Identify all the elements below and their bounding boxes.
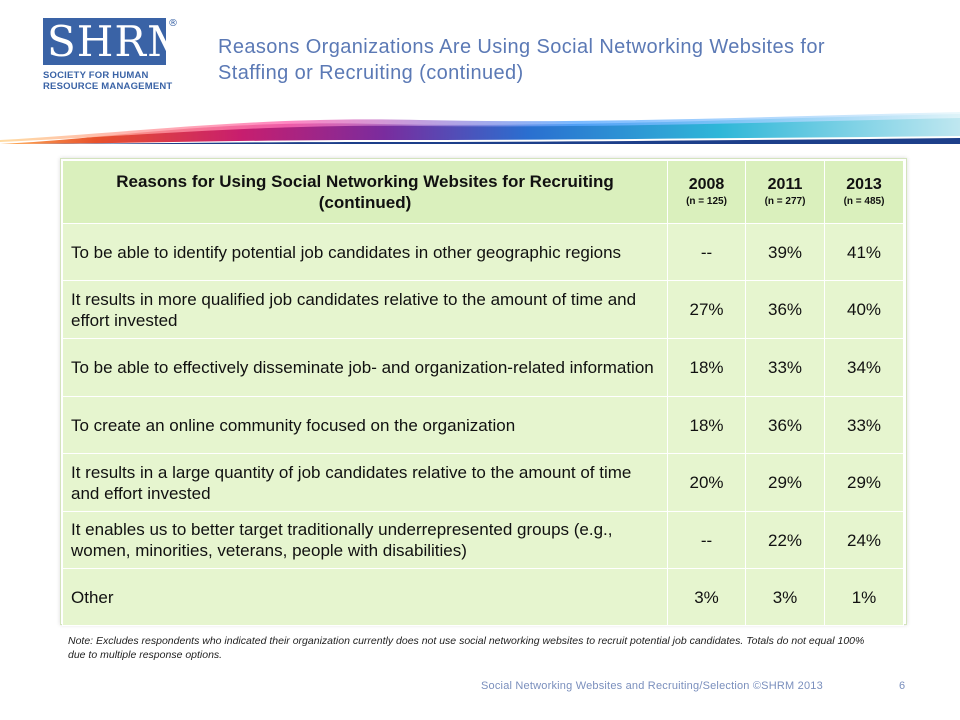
- row-value-2011: 3%: [745, 568, 825, 626]
- table-row: To be able to effectively disseminate jo…: [62, 338, 904, 397]
- header-year: 2013: [846, 176, 882, 193]
- table-row: To be able to identify potential job can…: [62, 223, 904, 281]
- row-value-2008: --: [667, 223, 746, 281]
- row-value-2013: 29%: [824, 453, 904, 512]
- page-title-line2: Staffing or Recruiting (continued): [218, 62, 524, 84]
- row-value-2008: 18%: [667, 396, 746, 454]
- row-reason: It results in more qualified job candida…: [62, 280, 668, 339]
- row-value-2008: --: [667, 511, 746, 569]
- logo-subtitle-line2: RESOURCE MANAGEMENT: [43, 81, 173, 92]
- page-title: Reasons Organizations Are Using Social N…: [218, 34, 918, 86]
- header-year: 2008: [688, 176, 725, 193]
- header-year-2011: 2011 (n = 277): [745, 160, 825, 224]
- table-row: It results in more qualified job candida…: [62, 280, 904, 339]
- header-sample-size: (n = 125): [686, 196, 727, 207]
- logo-subtitle: SOCIETY FOR HUMAN RESOURCE MANAGEMENT: [43, 70, 172, 92]
- page-number: 6: [899, 680, 906, 692]
- shrm-logo: SHRM ® SOCIETY FOR HUMAN RESOURCE MANAGE…: [43, 18, 190, 96]
- row-value-2011: 22%: [745, 511, 825, 569]
- table-row: It results in a large quantity of job ca…: [62, 453, 904, 512]
- header-sample-size: (n = 277): [764, 196, 806, 207]
- row-reason: Other: [62, 568, 668, 626]
- table-row: It enables us to better target tradition…: [62, 511, 904, 569]
- row-value-2013: 40%: [824, 280, 904, 339]
- header-year-2013: 2013 (n = 485): [824, 160, 904, 224]
- row-reason: To create an online community focused on…: [62, 396, 668, 454]
- row-value-2008: 18%: [667, 338, 746, 397]
- footer-text: Social Networking Websites and Recruitin…: [481, 680, 823, 692]
- header-reason: Reasons for Using Social Networking Webs…: [62, 160, 668, 224]
- header-sample-size: (n = 485): [843, 196, 885, 207]
- logo-mark: SHRM: [43, 18, 190, 65]
- table-header-row: Reasons for Using Social Networking Webs…: [62, 160, 904, 224]
- table-note: Note: Excludes respondents who indicated…: [68, 635, 865, 661]
- row-value-2011: 33%: [745, 338, 825, 397]
- table-row: Other 3% 3% 1%: [62, 568, 904, 626]
- row-value-2011: 39%: [745, 223, 825, 281]
- table-row: To create an online community focused on…: [62, 396, 904, 454]
- row-value-2011: 36%: [745, 396, 825, 454]
- registered-mark: ®: [168, 18, 178, 29]
- row-value-2008: 27%: [667, 280, 746, 339]
- row-reason: It enables us to better target tradition…: [62, 511, 668, 569]
- row-value-2008: 3%: [667, 568, 746, 626]
- row-value-2013: 24%: [824, 511, 904, 569]
- row-value-2008: 20%: [667, 453, 746, 512]
- row-reason: To be able to effectively disseminate jo…: [62, 338, 668, 397]
- header-year-2008: 2008 (n = 125): [667, 160, 746, 224]
- row-value-2013: 41%: [824, 223, 904, 281]
- decorative-swoosh: [0, 112, 960, 144]
- logo-subtitle-line1: SOCIETY FOR HUMAN: [43, 70, 149, 81]
- page-title-line1: Reasons Organizations Are Using Social N…: [218, 36, 825, 58]
- row-value-2013: 1%: [824, 568, 904, 626]
- row-value-2013: 33%: [824, 396, 904, 454]
- row-reason: To be able to identify potential job can…: [62, 223, 668, 281]
- row-reason: It results in a large quantity of job ca…: [62, 453, 668, 512]
- row-value-2011: 36%: [745, 280, 825, 339]
- header-year: 2011: [767, 176, 803, 193]
- row-value-2013: 34%: [824, 338, 904, 397]
- row-value-2011: 29%: [745, 453, 825, 512]
- recruiting-reasons-table: Reasons for Using Social Networking Webs…: [62, 160, 904, 626]
